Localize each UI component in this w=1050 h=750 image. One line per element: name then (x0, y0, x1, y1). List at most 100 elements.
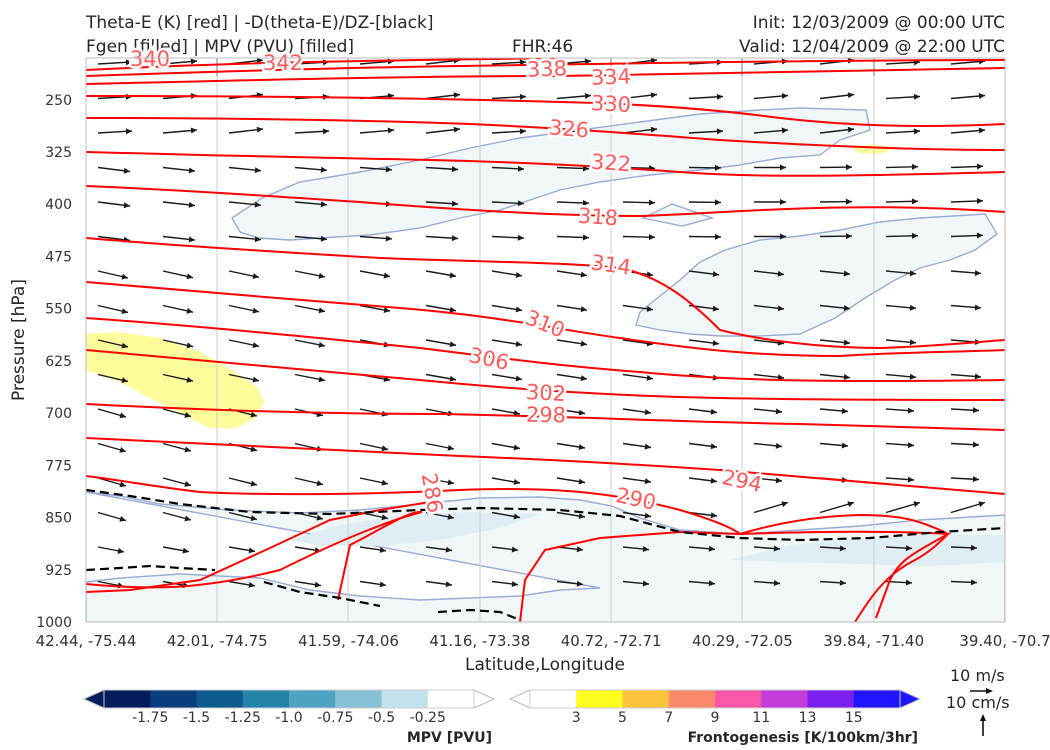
wind-vector (885, 339, 917, 346)
wind-vector (819, 270, 851, 277)
colorbar-extend-right (899, 689, 922, 709)
wind-vector (819, 442, 849, 449)
wind-vector (688, 545, 716, 552)
wind-vector (425, 166, 459, 173)
theta-e-contour-334 (86, 67, 1005, 85)
wind-vector (228, 511, 258, 521)
wind-vector (97, 166, 131, 174)
theta-e-label: 330 (590, 91, 631, 117)
wind-vector (622, 580, 650, 587)
wind-vector (819, 198, 853, 205)
wind-vector (556, 234, 590, 241)
wind-vector (294, 580, 322, 588)
y-tick-label: 850 (45, 511, 72, 527)
wind-vector (162, 201, 196, 208)
wind-vector (359, 166, 393, 173)
wind-vector (162, 166, 196, 174)
wind-vector (228, 580, 256, 588)
y-tick-label: 250 (45, 93, 72, 109)
colorbar-swatch (104, 690, 151, 708)
theta-e-label: 340 (130, 47, 170, 71)
wind-vector (491, 128, 527, 135)
theta-e-label: 298 (526, 403, 567, 428)
wind-vector (885, 545, 913, 552)
fgen-colorbar-label: Frontogenesis [K/100km/3hr] (688, 730, 918, 746)
wind-vector (819, 304, 851, 312)
wind-vector (950, 373, 982, 380)
wind-vector (294, 128, 330, 135)
grid (216, 58, 875, 622)
wind-vector (950, 441, 980, 448)
colorbar-tick-label: 15 (845, 710, 863, 726)
x-tick-label: 40.29, -72.05 (692, 632, 793, 650)
wind-vector (491, 200, 525, 207)
plot-area: 338 3343303263223183143103063022982942902… (85, 45, 1006, 623)
colorbar-swatch (530, 690, 577, 708)
wind-vector (425, 200, 459, 207)
y-axis-ticks: 250 325 400 475 550 625 700 775 850 925 1000 (36, 93, 72, 631)
wind-vector (425, 339, 457, 348)
wind-vector (162, 339, 194, 349)
wind-vector (885, 232, 919, 239)
colorbar-extend-left (508, 689, 531, 709)
title-left-line2: Fgen [filled] | MPV (PVU) [filled] (86, 37, 355, 57)
wind-vector (359, 580, 387, 588)
wind-vector (359, 304, 391, 313)
wind-vector (885, 128, 921, 135)
wind-vector (97, 270, 129, 280)
wind-vector (819, 407, 849, 414)
wind-vector (556, 442, 586, 451)
colorbar-frame (529, 689, 901, 709)
wind-vector (162, 58, 198, 65)
wind-vector (753, 373, 785, 381)
wind-vector (162, 408, 192, 418)
wind-vector (491, 511, 521, 520)
colorbar-tick-label: 3 (572, 710, 581, 726)
colorbar-tick-label: 9 (711, 710, 720, 726)
wind-vector (688, 580, 716, 587)
wind-vector (950, 198, 984, 205)
wind-vector (556, 408, 586, 416)
theta-e-contour-lower-4 (739, 513, 949, 535)
wind-vector (162, 477, 192, 487)
wind-vector (359, 546, 387, 553)
x-tick-label: 40.72, -72.71 (561, 632, 662, 650)
title-left-line1: Theta-E (K) [red] | -D(theta-E)/DZ-[blac… (86, 13, 434, 33)
wind-vector (753, 545, 781, 552)
reference-vertical-label: 10 cm/s (946, 693, 1010, 712)
mpv-colorbar: -1.75 -1.5 -1.25 -1.0 -0.75 -0.5 -0.25 (82, 689, 496, 726)
reference-vertical-arrow-head (980, 714, 986, 721)
wind-vector (885, 476, 915, 483)
wind-vector (819, 126, 855, 134)
wind-vector (228, 477, 258, 487)
theta-e-contour-338 (86, 59, 1005, 77)
wind-vector (228, 546, 256, 554)
wind-vector (754, 199, 786, 205)
wind-vector (228, 339, 260, 349)
wind-vector (622, 511, 652, 519)
valid-time: Valid: 12/04/2009 @ 22:00 UTC (739, 37, 1005, 57)
wind-vector (228, 201, 262, 208)
theta-e-label: 302 (525, 380, 566, 406)
wind-vector (97, 373, 129, 384)
colorbar-swatch (668, 690, 716, 708)
wind-vector (753, 580, 781, 587)
wind-vector (556, 165, 590, 172)
wind-vector (885, 373, 917, 380)
colorbar-tick-label: -0.75 (317, 710, 353, 726)
wind-vector (753, 477, 783, 484)
wind-vector (425, 373, 457, 382)
wind-vector (97, 442, 127, 453)
plot-frame (85, 57, 1006, 623)
wind-vector (622, 92, 658, 100)
theta-e-contour-318 (86, 185, 1005, 218)
wind-vector (425, 92, 461, 100)
colorbar-swatch (289, 690, 336, 708)
theta-e-label: 318 (577, 204, 619, 231)
x-tick-label: 39.84, -71.40 (823, 632, 924, 650)
wind-vector (950, 304, 982, 311)
wind-vector (950, 476, 980, 483)
wind-vector (491, 442, 521, 451)
wind-vector (885, 407, 915, 414)
theta-e-contour-lower-1 (86, 500, 431, 593)
